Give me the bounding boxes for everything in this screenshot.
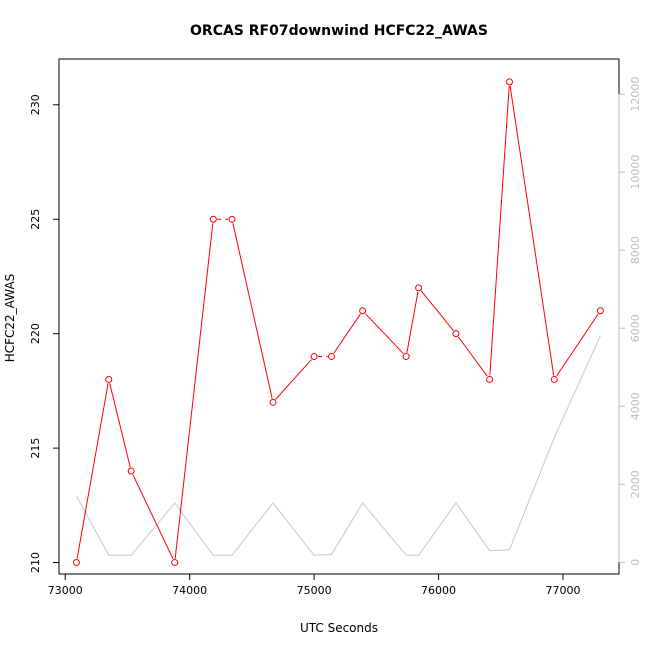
data-point [452, 330, 460, 338]
y-axis: 210 215 220 225 230 [29, 94, 60, 573]
y-tick-label-right: 10000 [629, 155, 642, 190]
series-primary-segment [76, 383, 109, 559]
y-tick-label: 220 [29, 323, 42, 344]
series-primary-segment [232, 223, 273, 399]
y-axis-label: HCFC22_AWAS [3, 274, 17, 363]
series-primary-segment [132, 474, 174, 560]
x-tick-label: 76000 [421, 584, 456, 597]
data-point [72, 559, 80, 567]
series-primary-segment [406, 291, 419, 353]
data-point [328, 353, 336, 361]
x-axis-label: UTC Seconds [300, 621, 378, 635]
series-primary-segment [333, 313, 361, 354]
data-point [269, 398, 277, 406]
series-primary-segment [489, 85, 510, 376]
series-primary-segment [457, 336, 488, 377]
x-tick-label: 74000 [172, 584, 207, 597]
data-point [209, 215, 217, 223]
series-primary-segment [174, 223, 214, 559]
series-primary-segment [509, 85, 555, 376]
series-primary-segment [365, 313, 404, 355]
y-axis-right: 0 2000 4000 6000 8000 10000 12000 [618, 77, 642, 566]
data-point [402, 353, 410, 361]
data-point [310, 353, 318, 361]
y-tick-label: 230 [29, 94, 42, 115]
series-secondary [75, 335, 601, 556]
series-primary [72, 78, 604, 567]
data-point [596, 307, 604, 315]
x-tick-label: 73000 [48, 584, 83, 597]
series-primary-segment [420, 290, 454, 331]
y-tick-label: 225 [29, 209, 42, 230]
y-tick-label: 215 [29, 438, 42, 459]
data-point [171, 559, 179, 567]
series-primary-segment [275, 359, 312, 400]
y-tick-label-right: 4000 [629, 392, 642, 420]
x-axis: 73000 74000 75000 76000 77000 [48, 573, 581, 597]
data-point [505, 78, 513, 86]
x-tick-label: 77000 [546, 584, 581, 597]
x-tick-label: 75000 [297, 584, 332, 597]
y-tick-label-right: 2000 [629, 470, 642, 498]
series-secondary-line [75, 335, 601, 556]
y-tick-label-right: 12000 [629, 77, 642, 112]
data-point [486, 375, 494, 383]
data-point [127, 467, 135, 475]
series-primary-segment [556, 313, 599, 377]
series-primary-segment [109, 383, 131, 468]
y-tick-label-right: 8000 [629, 236, 642, 264]
data-point [359, 307, 367, 315]
data-point [105, 375, 113, 383]
y-tick-label-right: 0 [629, 559, 642, 566]
data-point [550, 375, 558, 383]
data-point [415, 284, 423, 292]
y-tick-label: 210 [29, 552, 42, 573]
y-tick-label-right: 6000 [629, 314, 642, 342]
data-point [228, 215, 236, 223]
chart-title: ORCAS RF07downwind HCFC22_AWAS [190, 23, 488, 39]
